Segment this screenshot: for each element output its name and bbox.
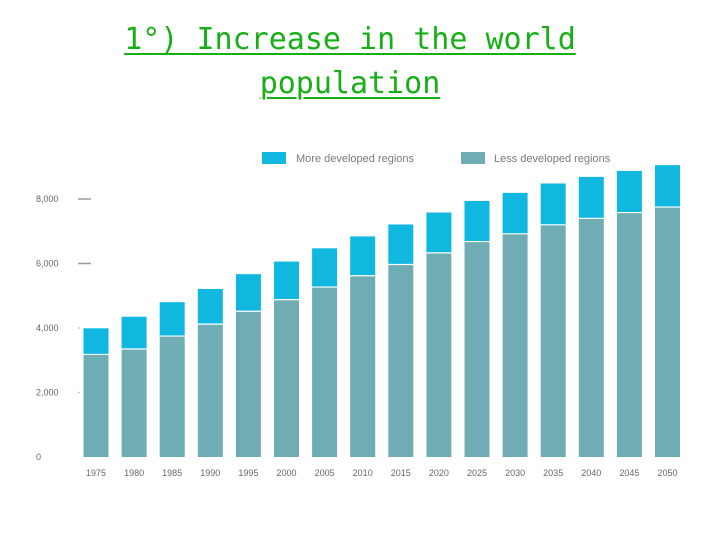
bar-less-developed-2000 (274, 299, 299, 457)
bar-less-developed-2040 (578, 218, 604, 457)
x-tick-label: 2050 (657, 468, 677, 478)
bar-more-developed-1985 (159, 302, 185, 337)
x-tick-label: 2025 (467, 468, 487, 478)
bar-less-developed-2050 (655, 207, 680, 457)
bar-less-developed-1975 (83, 354, 109, 457)
slide-title-line-1: 1°) Increase in the world (124, 22, 576, 57)
x-tick-label: 1985 (162, 468, 182, 478)
legend-swatch-1 (262, 152, 286, 164)
chart-legend: More developed regions Less developed reg… (262, 152, 611, 165)
bar-more-developed-2045 (616, 170, 642, 213)
x-tick-label: 2000 (276, 468, 296, 478)
y-tick-label: 0 (36, 452, 41, 462)
bar-more-developed-2000 (274, 261, 299, 300)
x-tick-label: 2015 (391, 468, 411, 478)
bar-more-developed-2025 (464, 200, 490, 242)
bars (83, 165, 680, 457)
population-stacked-bar-chart: More developed regions Less developed reg… (36, 152, 680, 478)
x-tick-label: 2030 (505, 468, 525, 478)
bar-less-developed-2030 (502, 233, 528, 457)
bar-less-developed-2005 (312, 287, 338, 457)
x-tick-label: 2040 (581, 468, 601, 478)
bar-less-developed-1985 (159, 336, 185, 457)
x-tick-label: 1975 (86, 468, 106, 478)
y-tick-label: 4,000 (36, 323, 59, 333)
legend-swatch-2 (461, 152, 485, 164)
bar-less-developed-2035 (540, 224, 566, 457)
bar-less-developed-2015 (388, 264, 414, 457)
x-tick-label: 2045 (619, 468, 639, 478)
bar-more-developed-2030 (502, 192, 528, 234)
bar-less-developed-2020 (426, 252, 452, 457)
bar-more-developed-2050 (655, 165, 680, 208)
x-tick-label: 2005 (315, 468, 335, 478)
x-tick-label: 1995 (238, 468, 258, 478)
bar-more-developed-2015 (388, 224, 414, 265)
bar-less-developed-1990 (197, 324, 223, 457)
bar-less-developed-1980 (121, 348, 147, 457)
x-tick-label: 1990 (200, 468, 220, 478)
x-tick-label: 2010 (353, 468, 373, 478)
x-axis: 1975 1980 1985 1990 1995 2000 2005 2010 2015 2020… (86, 468, 678, 478)
y-tick-label: 2,000 (36, 388, 59, 398)
y-tick-label: 8,000 (36, 194, 59, 204)
bar-more-developed-1990 (197, 288, 223, 325)
x-tick-label: 2035 (543, 468, 563, 478)
y-axis: 0 2,000 4,000 6,000 8,000 (36, 194, 91, 462)
bar-less-developed-2010 (350, 275, 376, 457)
bar-less-developed-1995 (235, 311, 261, 457)
bar-less-developed-2025 (464, 241, 490, 457)
slide-title: 1°) Increase in the world population (0, 18, 700, 106)
bar-more-developed-1975 (83, 328, 109, 355)
x-tick-label: 1980 (124, 468, 144, 478)
bar-more-developed-2005 (312, 248, 338, 288)
bar-more-developed-2035 (540, 183, 566, 225)
bar-more-developed-2040 (578, 176, 604, 219)
bar-more-developed-1995 (235, 274, 261, 312)
bar-more-developed-2010 (350, 236, 376, 276)
slide-title-line-2: population (259, 66, 441, 101)
legend-label-1: More developed regions (296, 153, 415, 165)
bar-more-developed-1980 (121, 316, 147, 349)
bar-more-developed-2020 (426, 212, 452, 253)
y-tick-label: 6,000 (36, 259, 59, 269)
x-tick-label: 2020 (429, 468, 449, 478)
bar-less-developed-2045 (616, 212, 642, 457)
legend-label-2: Less developed regions (494, 153, 611, 165)
